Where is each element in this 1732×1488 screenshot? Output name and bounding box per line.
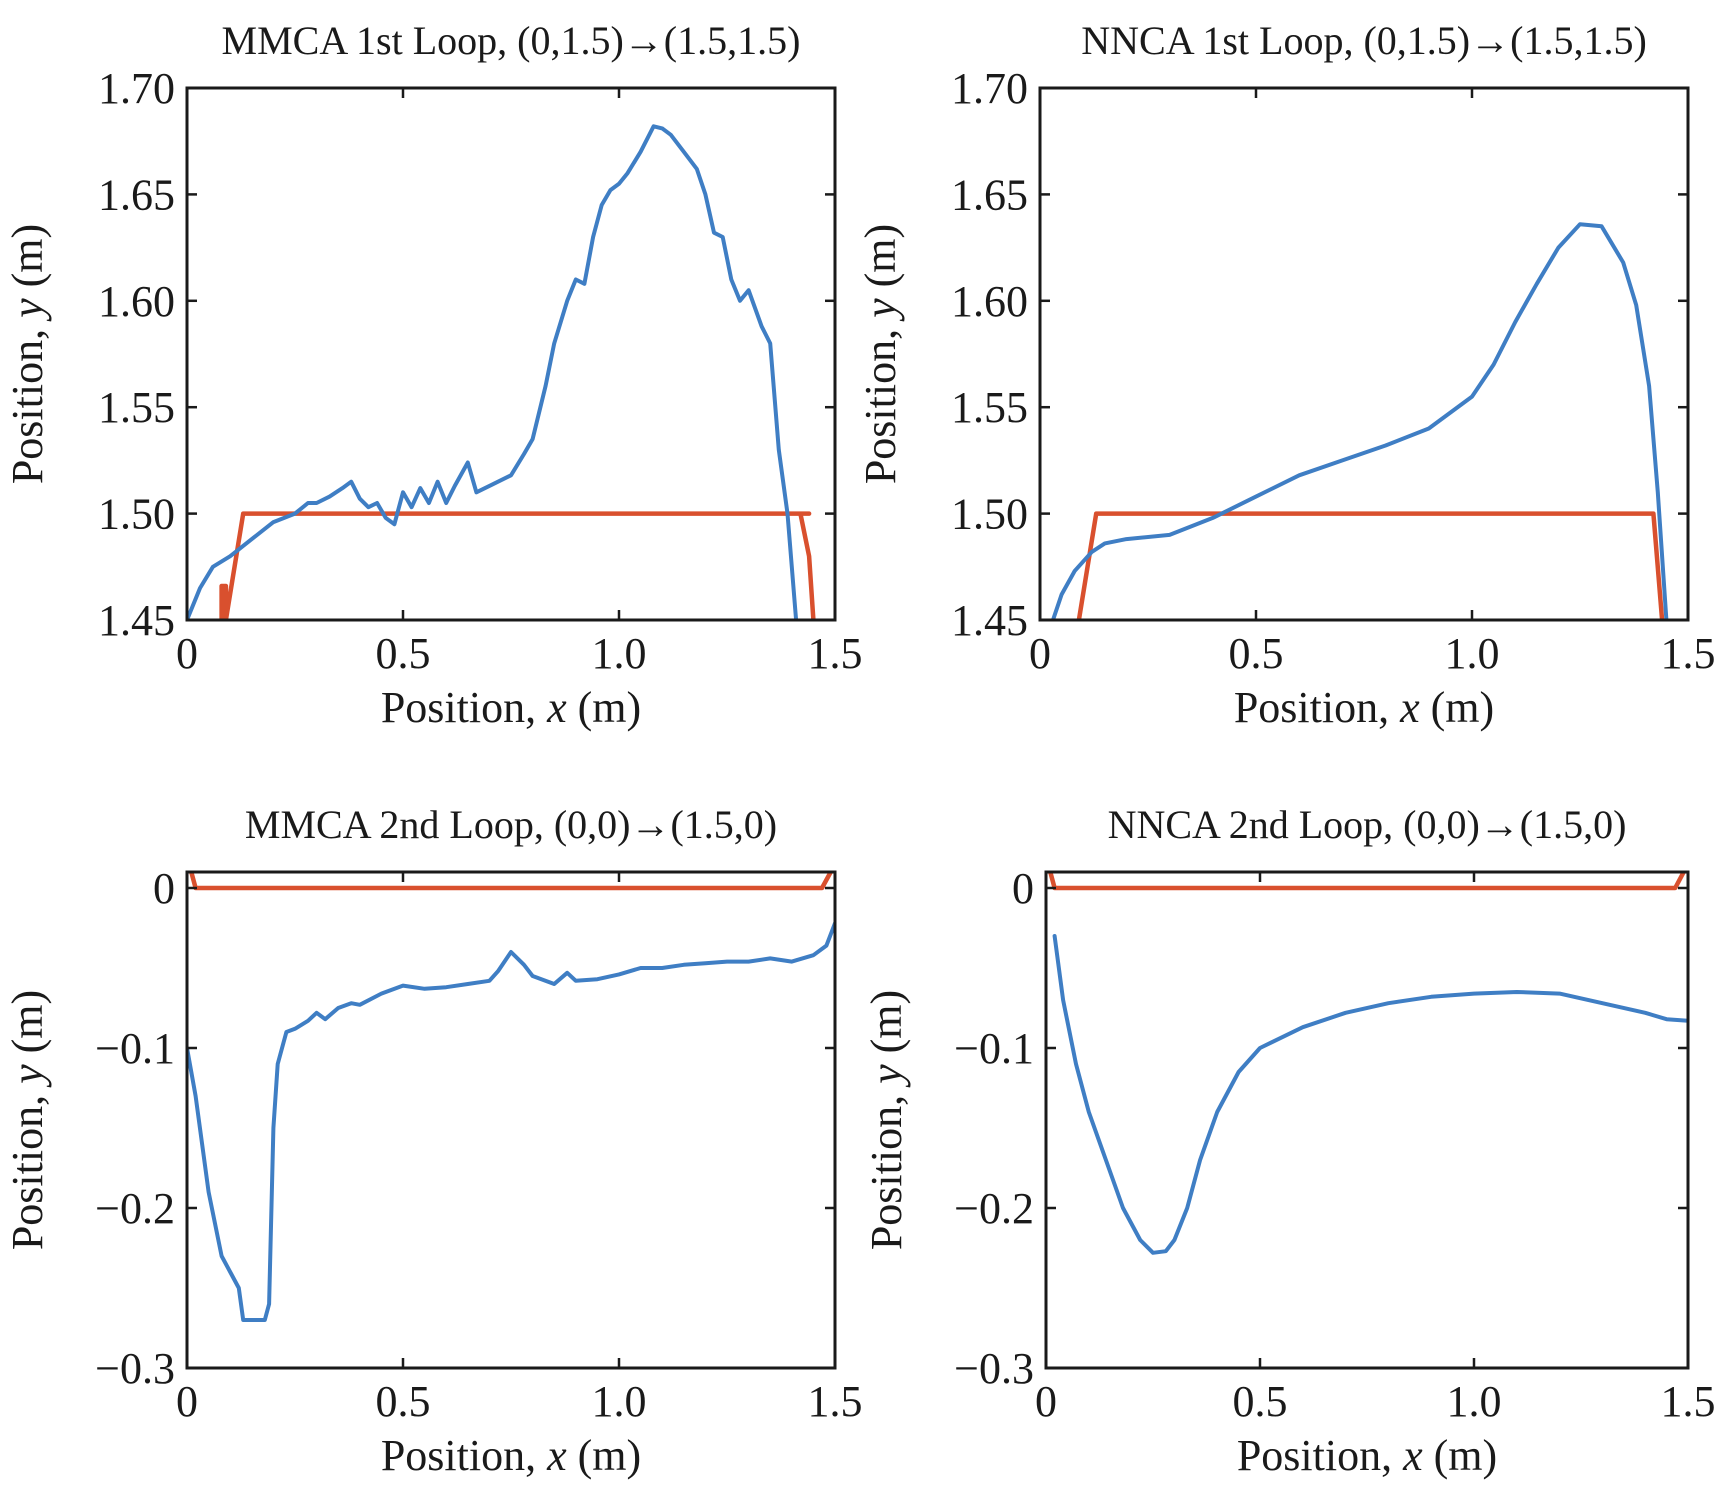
x-tick-label: 1.5	[808, 629, 863, 678]
series-line-actual	[187, 921, 835, 1322]
plot-frame	[1044, 870, 1690, 1370]
y-tick-label: 1.55	[951, 383, 1028, 432]
y-axis-label-unit: (m)	[856, 224, 905, 299]
y-axis-label-prefix: Position,	[862, 1084, 911, 1250]
x-axis-label-prefix: Position,	[381, 683, 547, 732]
chart-title: MMCA 1st Loop, (0,1.5)→(1.5,1.5)	[222, 18, 801, 63]
y-axis-label-var: y	[3, 1064, 52, 1088]
y-tick-label: −0.1	[954, 1024, 1034, 1073]
x-axis-label-unit: (m)	[567, 1431, 642, 1480]
y-axis-label: Position, y (m)	[3, 224, 52, 484]
plot-frame	[1038, 86, 1690, 622]
y-axis-label-prefix: Position,	[856, 318, 905, 484]
series-line-actual	[1051, 222, 1669, 620]
y-tick-label: 1.55	[98, 383, 175, 432]
plot-frame	[185, 86, 837, 622]
y-tick-label: −0.3	[95, 1344, 175, 1393]
y-tick-label: 1.70	[98, 64, 175, 113]
y-axis-label-prefix: Position,	[3, 1084, 52, 1250]
x-tick-label: 1.0	[1447, 1377, 1502, 1426]
x-tick-label: 0.5	[376, 1377, 431, 1426]
y-axis-label-var: y	[856, 298, 905, 322]
y-axis-label-unit: (m)	[862, 990, 911, 1065]
x-tick-label: 0.5	[1229, 629, 1284, 678]
series-line-reference	[189, 872, 833, 891]
y-axis-label-unit: (m)	[3, 224, 52, 299]
x-axis-label-prefix: Position,	[1237, 1431, 1403, 1480]
x-axis-label-prefix: Position,	[1234, 683, 1400, 732]
series-line-reference	[219, 511, 816, 620]
y-tick-label: 1.60	[951, 277, 1028, 326]
x-tick-label: 0.5	[376, 629, 431, 678]
x-axis-label: Position, x (m)	[1234, 683, 1494, 732]
series-line-reference	[1076, 511, 1665, 620]
y-axis-label-var: y	[3, 298, 52, 322]
x-axis-label-var: x	[1399, 683, 1420, 732]
x-axis-label: Position, x (m)	[381, 1431, 641, 1480]
y-tick-label: −0.2	[95, 1184, 175, 1233]
y-tick-label: 0	[1012, 864, 1034, 913]
y-axis-label: Position, y (m)	[3, 990, 52, 1250]
y-tick-label: −0.1	[95, 1024, 175, 1073]
y-tick-label: 1.65	[98, 170, 175, 219]
panel-mmca-second-loop: MMCA 2nd Loop, (0,0)→(1.5,0) 0 0.5 1.0 1.5 −0…	[3, 802, 863, 1480]
y-tick-label: 1.50	[951, 490, 1028, 539]
y-tick-label: 1.65	[951, 170, 1028, 219]
x-tick-label: 0	[1035, 1377, 1057, 1426]
x-tick-label: 0	[176, 629, 198, 678]
x-tick-label: 1.0	[592, 629, 647, 678]
y-tick-label: 1.60	[98, 277, 175, 326]
x-axis-label-var: x	[546, 1431, 567, 1480]
y-axis-label: Position, y (m)	[856, 224, 905, 484]
panel-nnca-second-loop: NNCA 2nd Loop, (0,0)→(1.5,0) 0 0.5 1.0 1.5 −0…	[862, 802, 1716, 1480]
y-tick-label: 0	[153, 864, 175, 913]
x-axis-label-var: x	[1402, 1431, 1423, 1480]
chart-title: NNCA 2nd Loop, (0,0)→(1.5,0)	[1108, 802, 1627, 847]
series-line-reference	[1048, 872, 1686, 891]
series-line-actual	[1052, 934, 1688, 1255]
y-tick-label: −0.3	[954, 1344, 1034, 1393]
x-tick-label: 0	[176, 1377, 198, 1426]
x-axis-label-prefix: Position,	[381, 1431, 547, 1480]
y-tick-label: 1.45	[98, 596, 175, 645]
x-tick-label: 1.5	[1661, 629, 1716, 678]
x-tick-label: 1.5	[808, 1377, 863, 1426]
y-axis-label-unit: (m)	[3, 990, 52, 1065]
y-tick-label: 1.45	[951, 596, 1028, 645]
y-tick-label: 1.50	[98, 490, 175, 539]
panel-nnca-first-loop: NNCA 1st Loop, (0,1.5)→(1.5,1.5) 0 0.5 1.0 1…	[856, 18, 1716, 732]
x-tick-label: 0.5	[1233, 1377, 1288, 1426]
chart-title: NNCA 1st Loop, (0,1.5)→(1.5,1.5)	[1081, 18, 1647, 63]
x-tick-label: 0	[1029, 629, 1051, 678]
x-axis-label: Position, x (m)	[1237, 1431, 1497, 1480]
x-axis-label-var: x	[546, 683, 567, 732]
plot-frame	[185, 870, 837, 1370]
x-tick-label: 1.0	[592, 1377, 647, 1426]
x-tick-label: 1.0	[1445, 629, 1500, 678]
y-axis-label-prefix: Position,	[3, 318, 52, 484]
series-line-actual	[187, 124, 799, 620]
x-axis-label-unit: (m)	[567, 683, 642, 732]
y-tick-label: 1.70	[951, 64, 1028, 113]
y-axis-label-var: y	[862, 1064, 911, 1088]
x-axis-label-unit: (m)	[1420, 683, 1495, 732]
x-tick-label: 1.5	[1661, 1377, 1716, 1426]
x-axis-label-unit: (m)	[1423, 1431, 1498, 1480]
y-tick-label: −0.2	[954, 1184, 1034, 1233]
chart-title: MMCA 2nd Loop, (0,0)→(1.5,0)	[245, 802, 777, 847]
panel-mmca-first-loop: MMCA 1st Loop, (0,1.5)→(1.5,1.5) 0 0.5 1.0 1…	[3, 18, 863, 732]
y-axis-label: Position, y (m)	[862, 990, 911, 1250]
x-axis-label: Position, x (m)	[381, 683, 641, 732]
